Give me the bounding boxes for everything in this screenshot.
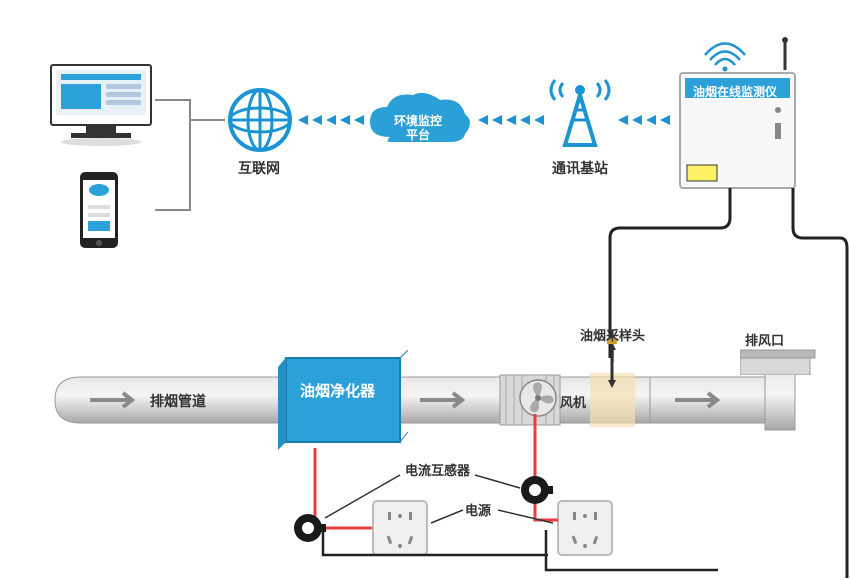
dotted-arrow-2 xyxy=(478,113,548,127)
sampler-arrow xyxy=(608,344,618,364)
exhaust-label: 排风口 xyxy=(745,330,784,349)
cable-transformers-down xyxy=(318,530,718,580)
smartphone-icon xyxy=(78,170,120,250)
connector-devices-internet xyxy=(150,95,230,215)
desktop-monitor-icon xyxy=(46,60,156,150)
fan-icon xyxy=(518,378,558,418)
duct-label: 排烟管道 xyxy=(150,391,206,411)
fan-label: 风机 xyxy=(560,392,586,411)
dotted-arrow-3 xyxy=(618,113,673,127)
tower-icon xyxy=(545,75,615,155)
monitor-device xyxy=(675,35,805,190)
monitor-label: 油烟在线监测仪 xyxy=(693,83,777,100)
platform-label-line2: 平台 xyxy=(406,126,430,143)
globe-icon xyxy=(225,85,295,155)
internet-label: 互联网 xyxy=(238,158,280,178)
tower-label: 通讯基站 xyxy=(552,158,608,178)
sampler-label: 油烟采样头 xyxy=(580,325,645,344)
dotted-arrow-1 xyxy=(298,113,368,127)
purifier-label: 油烟净化器 xyxy=(300,380,375,401)
